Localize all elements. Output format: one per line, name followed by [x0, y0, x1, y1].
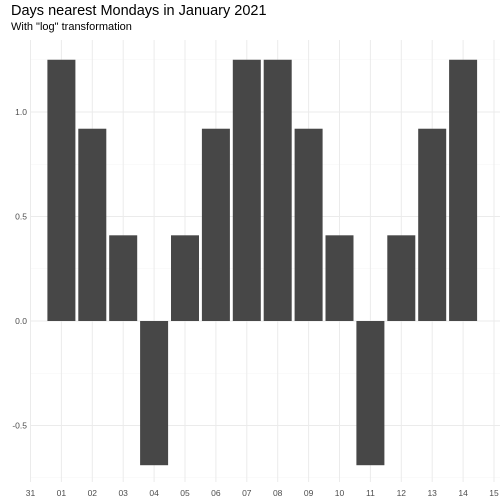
bar-08 — [263, 59, 292, 321]
x-tick-label-5: 05 — [180, 488, 190, 498]
bar-14 — [449, 59, 478, 321]
bar-02 — [78, 128, 107, 321]
bar-12 — [387, 235, 416, 321]
bar-09 — [294, 128, 323, 321]
x-tick-label-7: 07 — [242, 488, 252, 498]
bar-03 — [109, 235, 138, 321]
x-tick-label-13: 13 — [427, 488, 437, 498]
x-tick-label-4: 04 — [149, 488, 159, 498]
x-tick-label-10: 10 — [335, 488, 345, 498]
x-tick-label-15: 15 — [489, 488, 499, 498]
bar-05 — [171, 235, 199, 321]
y-tick-label-2: 0.5 — [15, 212, 27, 222]
x-tick-label-2: 02 — [88, 488, 98, 498]
bar-11 — [356, 321, 385, 466]
bar-04 — [140, 321, 169, 466]
bar-10 — [325, 235, 354, 321]
y-tick-label-3: 1.0 — [15, 107, 27, 117]
x-tick-label-3: 03 — [118, 488, 128, 498]
x-tick-label-0: 31 — [26, 488, 36, 498]
bar-13 — [418, 128, 447, 321]
bar-07 — [232, 59, 261, 321]
x-tick-label-14: 14 — [458, 488, 468, 498]
y-tick-label-1: 0.0 — [15, 316, 27, 326]
x-tick-label-11: 11 — [366, 488, 375, 498]
y-tick-label-0: -0.5 — [12, 421, 27, 431]
x-tick-label-9: 09 — [304, 488, 314, 498]
x-tick-label-1: 01 — [57, 488, 67, 498]
chart-title: Days nearest Mondays in January 2021 — [11, 3, 267, 19]
bar-01 — [47, 59, 76, 321]
x-tick-label-12: 12 — [397, 488, 407, 498]
x-tick-label-6: 06 — [211, 488, 221, 498]
x-tick-label-8: 08 — [273, 488, 283, 498]
bar-06 — [201, 128, 230, 321]
chart-subtitle: With "log" transformation — [11, 21, 132, 33]
